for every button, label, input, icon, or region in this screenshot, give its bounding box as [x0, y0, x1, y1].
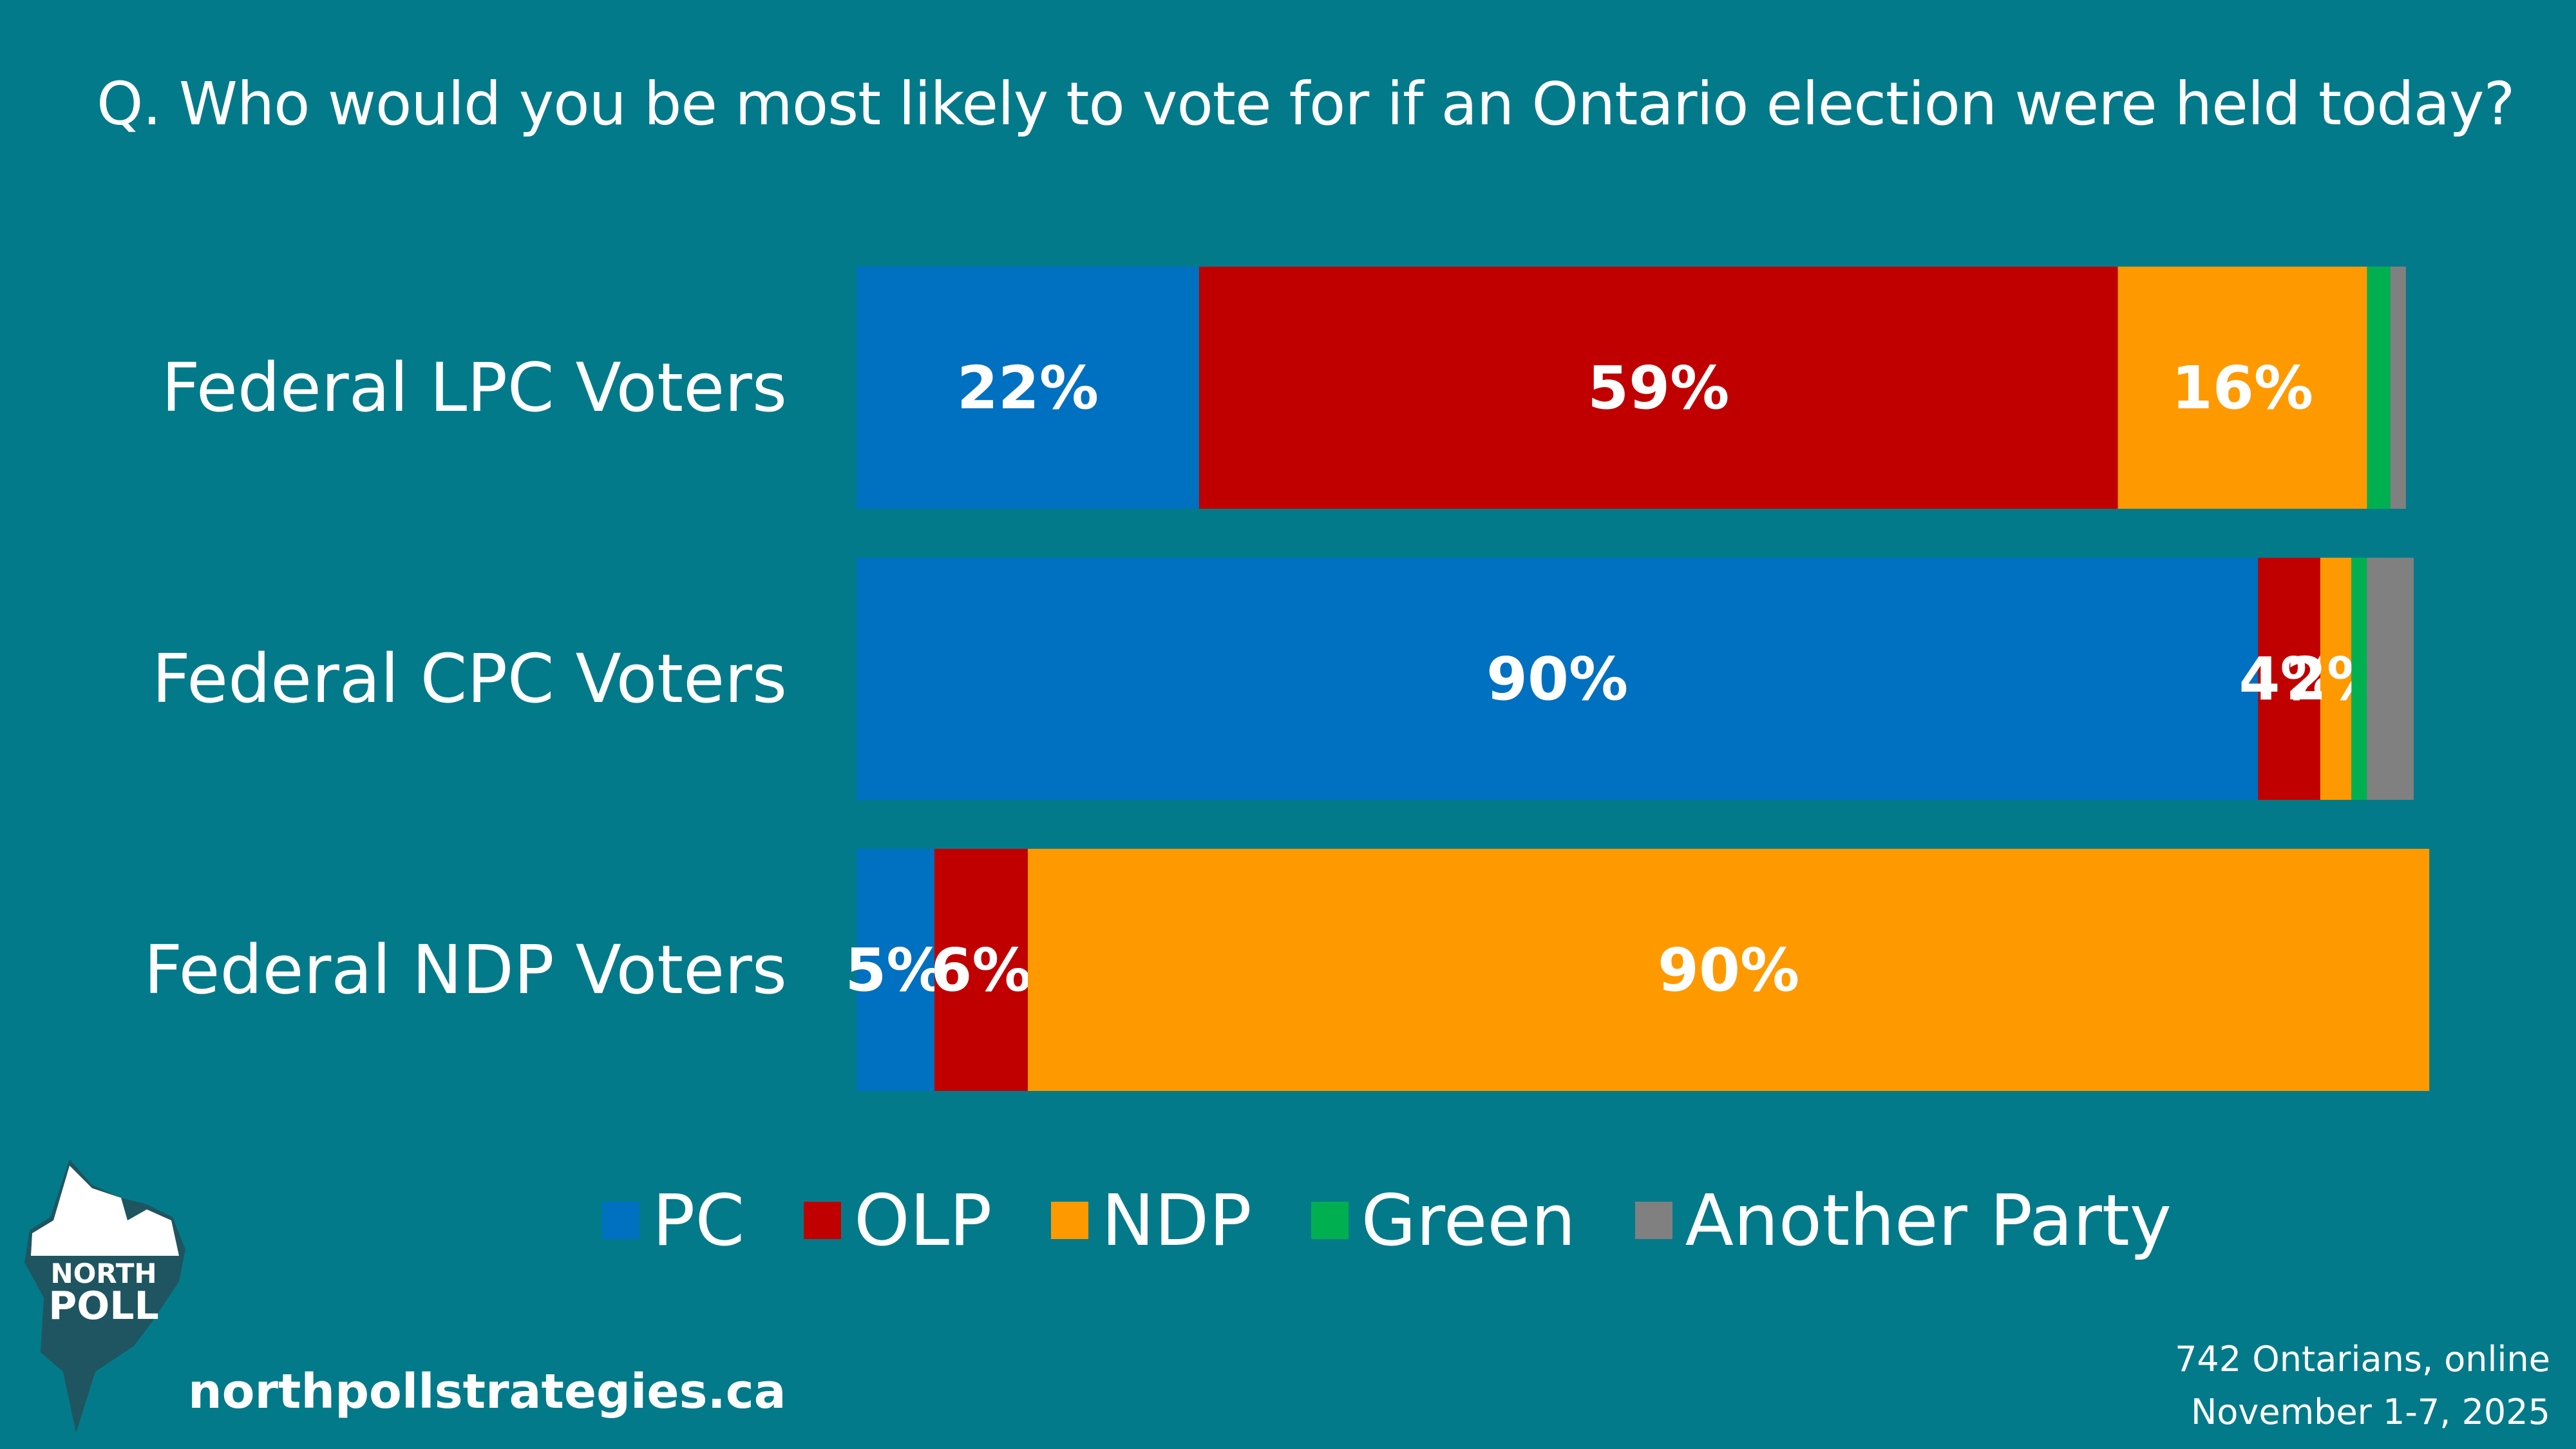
data-label-pc: 90%: [1486, 645, 1628, 714]
category-label: Federal CPC Voters: [152, 639, 787, 718]
logo-peak-snow: [31, 1166, 179, 1256]
bar-segment-ndp: [2320, 558, 2352, 800]
legend-item-green: Green: [1311, 1179, 1576, 1262]
footnote-dates: November 1-7, 2025: [2190, 1392, 2550, 1432]
footnote-sample: 742 Ontarians, online: [2175, 1339, 2550, 1379]
category-label: Federal NDP Voters: [144, 931, 787, 1009]
legend-swatch: [804, 1202, 842, 1239]
data-label-ndp: 90%: [1658, 936, 1799, 1005]
chart-question-title: Q. Who would you be most likely to vote …: [97, 70, 2515, 138]
bar-segment-pc: [857, 558, 2259, 800]
legend-label: Green: [1361, 1179, 1576, 1262]
data-label-pc: 5%: [845, 936, 945, 1005]
bar-segment-pc: [857, 849, 934, 1091]
data-label-olp: 6%: [931, 936, 1031, 1005]
chart-legend: PC OLP NDP Green Another Party: [602, 1179, 2231, 1262]
legend-swatch: [1051, 1202, 1089, 1239]
bar-segment-green: [2367, 267, 2391, 509]
bar-segment-another-party: [2390, 267, 2406, 509]
bar-segment-olp: [934, 849, 1028, 1091]
legend-label: PC: [652, 1179, 745, 1262]
data-label-ndp: 16%: [2172, 354, 2313, 422]
legend-swatch: [1311, 1202, 1349, 1239]
legend-swatch: [602, 1202, 639, 1239]
data-label-pc: 22%: [957, 354, 1099, 422]
bar-row-federal-ndp-voters: Federal NDP Voters 5%6% 90%: [144, 849, 2430, 1091]
legend-label: Another Party: [1685, 1179, 2172, 1262]
logo-line-1: NORTH: [50, 1258, 156, 1289]
legend-item-ndp: NDP: [1051, 1179, 1252, 1262]
chart-rows: Federal LPC Voters 22% 59% 16% Federal CPC V…: [144, 267, 2430, 1091]
bar-segment-ndp: [1027, 849, 2430, 1091]
north-poll-logo: NORTH POLL: [24, 1159, 185, 1433]
bar-segment-green: [2351, 558, 2367, 800]
category-label: Federal LPC Voters: [162, 348, 787, 427]
legend-swatch: [1634, 1202, 1672, 1239]
legend-label: NDP: [1101, 1179, 1252, 1262]
legend-item-pc: PC: [602, 1179, 744, 1262]
bar-segment-olp: [1198, 267, 2118, 509]
legend-label: OLP: [854, 1179, 992, 1262]
data-label-olp: 59%: [1587, 354, 1729, 422]
logo-line-2: POLL: [48, 1283, 158, 1329]
bar-row-federal-lpc-voters: Federal LPC Voters 22% 59% 16%: [162, 267, 2406, 509]
bar-segment-pc: [857, 267, 1199, 509]
website-link[interactable]: northpollstrategies.ca: [188, 1364, 786, 1419]
bar-segment-another-party: [2367, 558, 2414, 800]
bar-row-federal-cpc-voters: Federal CPC Voters 90% 4%2%: [152, 558, 2414, 800]
legend-item-olp: OLP: [804, 1179, 992, 1262]
legend-item-another-party: Another Party: [1634, 1179, 2172, 1262]
bar-segment-ndp: [2117, 267, 2367, 509]
bar-segment-olp: [2258, 558, 2320, 800]
survey-footnote: 742 Ontarians, online November 1-7, 2025: [2175, 1333, 2550, 1439]
